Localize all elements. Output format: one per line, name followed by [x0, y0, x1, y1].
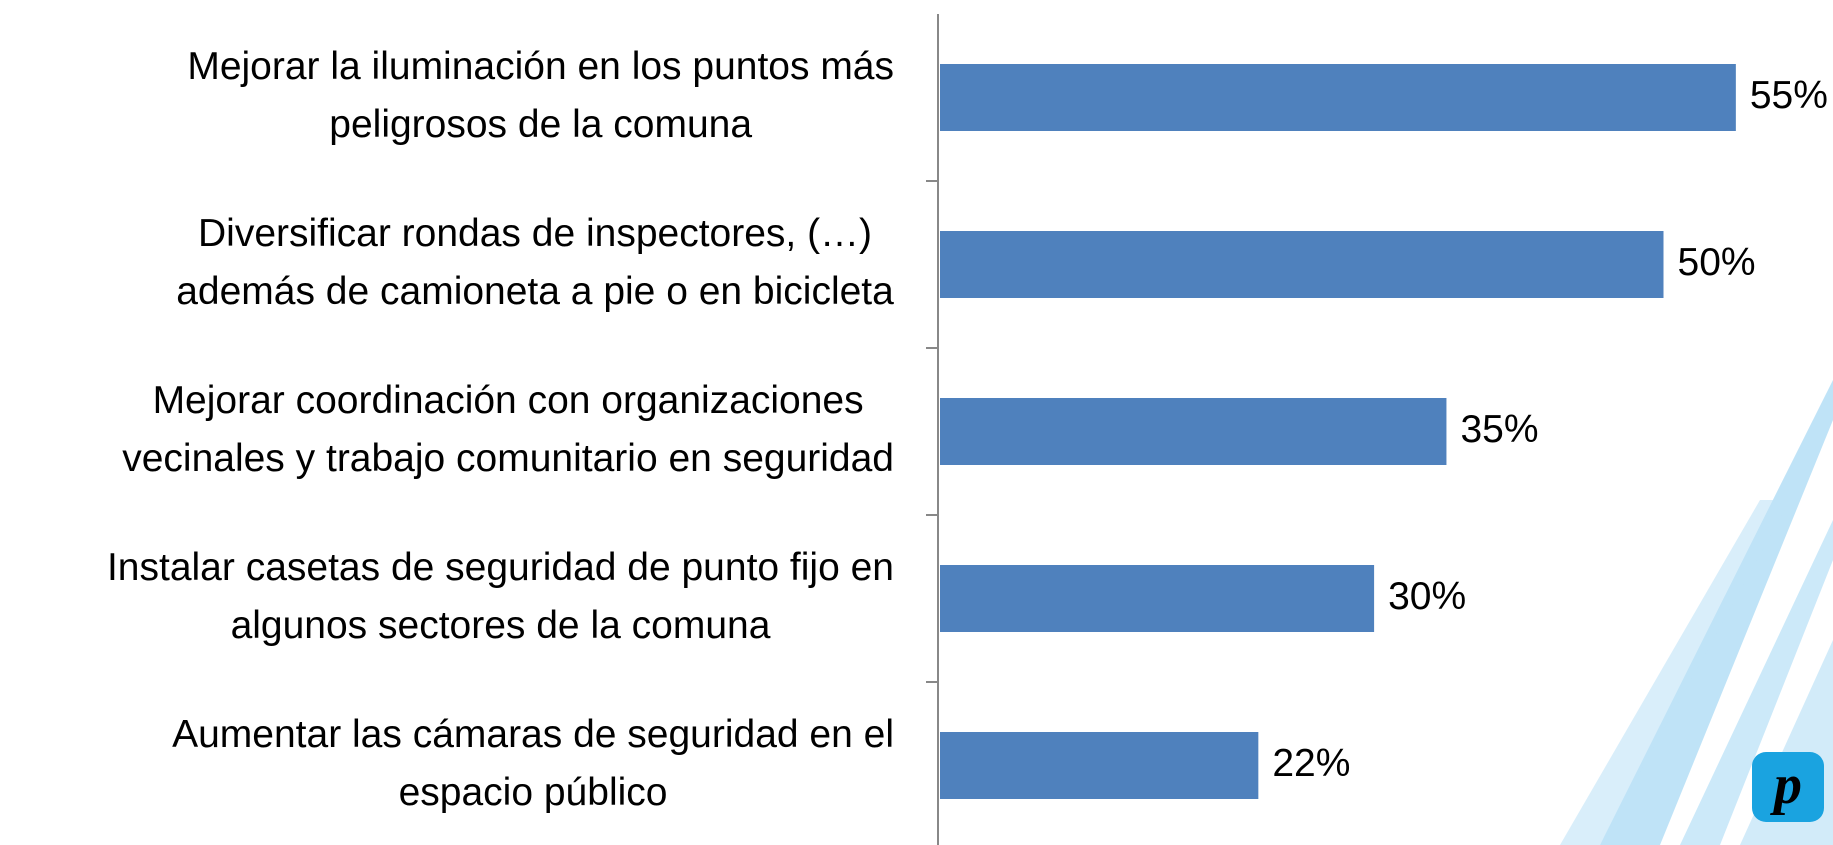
bar: [940, 732, 1259, 799]
category-label: Mejorar coordinación con organizaciones: [153, 379, 864, 422]
value-label: 55%: [1750, 74, 1828, 117]
svg-text:p: p: [1770, 754, 1802, 816]
value-label: 22%: [1272, 742, 1350, 785]
category-label: Diversificar rondas de inspectores, (…): [198, 212, 872, 255]
bar: [940, 398, 1447, 465]
value-label: 30%: [1388, 575, 1466, 618]
category-label: peligrosos de la comuna: [329, 103, 752, 146]
category-label: Instalar casetas de seguridad de punto f…: [107, 546, 894, 589]
category-label: algunos sectores de la comuna: [231, 604, 771, 647]
bar: [940, 64, 1736, 131]
category-label: vecinales y trabajo comunitario en segur…: [122, 437, 894, 480]
logo: p: [1752, 752, 1824, 822]
background-decoration: [1560, 380, 1833, 845]
value-label: 35%: [1460, 408, 1538, 451]
value-label: 50%: [1678, 241, 1756, 284]
category-label: Aumentar las cámaras de seguridad en el: [172, 713, 894, 756]
category-label: Mejorar la iluminación en los puntos más: [187, 45, 894, 88]
bar: [940, 231, 1664, 298]
category-label: además de camioneta a pie o en bicicleta: [176, 270, 894, 313]
bar: [940, 565, 1375, 632]
category-label: espacio público: [399, 771, 668, 814]
